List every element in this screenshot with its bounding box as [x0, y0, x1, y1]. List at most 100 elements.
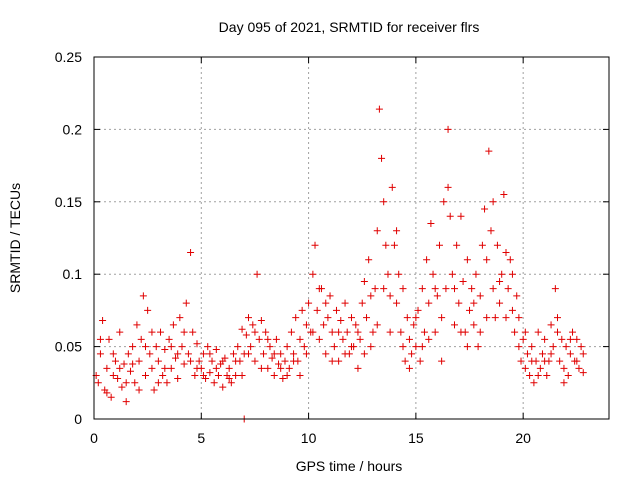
- data-point: [534, 372, 542, 380]
- data-point: [508, 270, 516, 278]
- data-point: [210, 379, 218, 387]
- data-point: [172, 354, 180, 362]
- data-point: [448, 270, 456, 278]
- data-point: [360, 350, 368, 358]
- data-point: [152, 343, 160, 351]
- data-point: [354, 328, 362, 336]
- data-point: [541, 335, 549, 343]
- data-point: [234, 343, 242, 351]
- data-point: [133, 321, 141, 329]
- data-point: [116, 364, 124, 372]
- data-point: [408, 350, 416, 358]
- data-point: [283, 343, 291, 351]
- y-axis-label: SRMTID / TECUs: [7, 183, 23, 293]
- data-point: [530, 379, 538, 387]
- data-point: [167, 343, 175, 351]
- data-point: [311, 241, 319, 249]
- data-point: [253, 270, 261, 278]
- data-point: [451, 321, 458, 329]
- y-tick-label: 0.05: [55, 339, 82, 355]
- data-point: [290, 350, 298, 358]
- data-point: [433, 292, 441, 300]
- data-point: [393, 227, 401, 235]
- y-tick-label: 0.1: [63, 266, 83, 282]
- data-point: [551, 285, 559, 293]
- data-point: [506, 256, 514, 264]
- data-point: [393, 299, 401, 307]
- data-point: [324, 314, 332, 322]
- data-point: [564, 372, 572, 380]
- data-point: [174, 374, 182, 382]
- data-point: [416, 357, 424, 365]
- data-point: [238, 325, 246, 333]
- data-point: [174, 350, 182, 358]
- data-point: [547, 350, 555, 358]
- data-point: [547, 321, 555, 329]
- data-point: [330, 343, 338, 351]
- data-point: [356, 335, 364, 343]
- data-point: [262, 328, 270, 336]
- data-point: [500, 191, 508, 199]
- data-point: [247, 343, 255, 351]
- data-point: [249, 321, 257, 329]
- data-point: [440, 198, 448, 206]
- data-point: [142, 343, 149, 351]
- data-point: [481, 205, 489, 213]
- data-point: [161, 364, 169, 372]
- data-point: [124, 350, 132, 358]
- data-point: [322, 299, 330, 307]
- data-point: [523, 350, 531, 358]
- data-point: [380, 285, 388, 293]
- data-point: [579, 369, 587, 377]
- data-series: [92, 105, 587, 423]
- data-point: [526, 372, 534, 380]
- data-point: [135, 386, 143, 394]
- data-point: [341, 350, 349, 358]
- data-point: [515, 343, 523, 351]
- data-point: [298, 306, 306, 314]
- data-point: [272, 335, 280, 343]
- data-point: [180, 360, 188, 368]
- chart-title: Day 095 of 2021, SRMTID for receiver flr…: [219, 19, 480, 35]
- data-point: [187, 248, 195, 256]
- data-point: [367, 343, 375, 351]
- data-point: [275, 360, 283, 368]
- data-point: [313, 306, 321, 314]
- data-point: [292, 314, 300, 322]
- data-point: [566, 335, 574, 343]
- data-point: [373, 227, 381, 235]
- data-point: [212, 345, 220, 353]
- data-point: [146, 350, 154, 358]
- data-point: [131, 379, 139, 387]
- data-point: [120, 360, 128, 368]
- data-point: [137, 335, 145, 343]
- data-point: [487, 227, 495, 235]
- data-point: [399, 343, 407, 351]
- data-point: [264, 335, 272, 343]
- data-point: [478, 241, 486, 249]
- data-point: [442, 285, 450, 293]
- data-point: [483, 256, 491, 264]
- data-point: [474, 343, 482, 351]
- data-point: [264, 364, 272, 372]
- data-point: [251, 357, 259, 365]
- data-point: [199, 372, 207, 380]
- data-point: [279, 374, 287, 382]
- data-point: [232, 372, 240, 380]
- data-point: [367, 292, 375, 300]
- data-point: [129, 343, 137, 351]
- data-point: [485, 147, 493, 155]
- data-point: [129, 360, 137, 368]
- data-point: [558, 335, 566, 343]
- data-point: [431, 285, 439, 293]
- data-point: [470, 299, 478, 307]
- data-point: [135, 357, 143, 365]
- data-point: [150, 386, 158, 394]
- data-point: [109, 350, 117, 358]
- data-point: [283, 372, 291, 380]
- data-point: [511, 328, 519, 336]
- x-axis-label: GPS time / hours: [296, 458, 403, 474]
- data-point: [468, 285, 476, 293]
